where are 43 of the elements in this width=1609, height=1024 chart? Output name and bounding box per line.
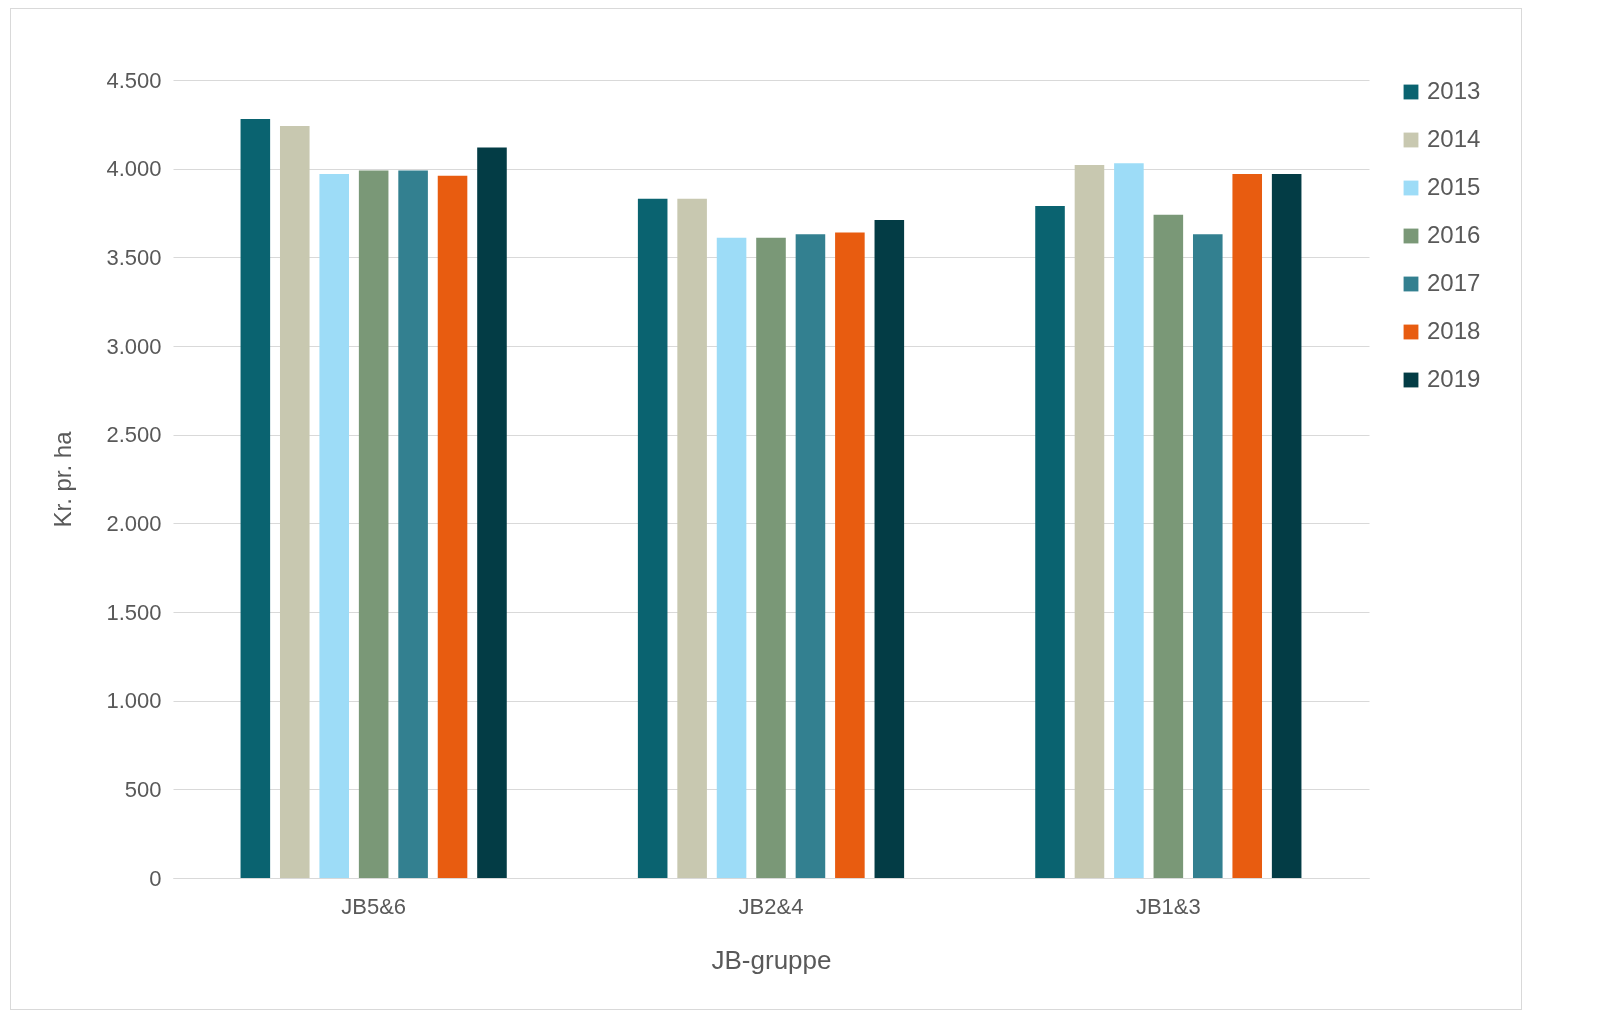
bar: [240, 119, 271, 878]
y-tick-label: 3.000: [106, 333, 162, 359]
x-tick-label: JB5&6: [341, 893, 407, 919]
x-tick-label: JB1&3: [1135, 893, 1201, 919]
y-tick-label: 4.000: [106, 156, 162, 182]
bar: [1192, 234, 1223, 878]
bar: [795, 234, 826, 878]
bar: [1074, 165, 1105, 878]
legend-label: 2016: [1427, 221, 1481, 248]
bar: [677, 198, 707, 878]
x-tick-label: JB2&4: [738, 893, 804, 919]
y-tick-label: 2.000: [106, 510, 162, 536]
bar: [398, 170, 428, 878]
y-axis-title: Kr. pr. ha: [49, 430, 77, 528]
y-tick-label: 500: [124, 776, 162, 802]
x-axis-title: JB-gruppe: [711, 944, 832, 975]
bar: [1232, 173, 1263, 878]
legend-label: 2013: [1427, 77, 1481, 104]
bar: [1153, 214, 1184, 878]
y-tick-label: 2.500: [106, 422, 162, 448]
bar: [319, 173, 350, 878]
bar: [835, 232, 865, 878]
bar: [637, 198, 668, 878]
bar: [1271, 173, 1302, 878]
y-tick-label: 3.500: [106, 244, 162, 270]
y-tick-label: 0: [149, 865, 162, 891]
bar: [756, 237, 786, 878]
bar: [437, 175, 468, 878]
legend-label: 2014: [1427, 125, 1481, 152]
bar: [1035, 205, 1065, 878]
bar: [279, 126, 310, 878]
legend-label: 2018: [1427, 317, 1481, 344]
bar: [874, 220, 905, 878]
y-tick-label: 1.000: [106, 688, 162, 714]
legend-label: 2019: [1427, 365, 1481, 392]
bar: [1114, 163, 1144, 878]
bar: [477, 147, 507, 878]
legend-label: 2015: [1427, 173, 1481, 200]
bar: [358, 170, 389, 878]
bar: [716, 237, 747, 878]
y-tick-label: 1.500: [106, 599, 162, 625]
y-tick-label: 4.500: [106, 67, 162, 93]
legend-label: 2017: [1427, 269, 1481, 296]
